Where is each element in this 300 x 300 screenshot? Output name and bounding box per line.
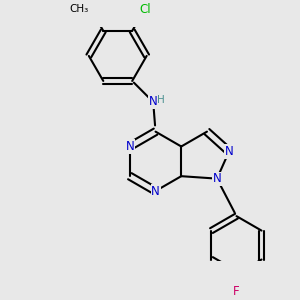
Text: F: F [233, 285, 240, 298]
Text: N: N [149, 95, 158, 108]
Text: Cl: Cl [139, 2, 151, 16]
Text: N: N [213, 172, 221, 185]
Text: N: N [225, 145, 233, 158]
Text: CH₃: CH₃ [69, 4, 88, 14]
Text: N: N [125, 140, 134, 153]
Text: N: N [151, 184, 160, 197]
Text: H: H [157, 95, 165, 105]
